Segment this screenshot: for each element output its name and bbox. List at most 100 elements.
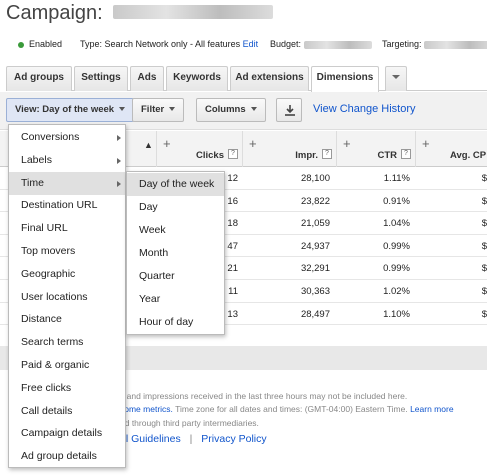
guidelines-link[interactable]: al Guidelines bbox=[120, 433, 181, 445]
cell-clicks: 12 bbox=[227, 173, 238, 184]
submenu-item-hour-of-day[interactable]: Hour of day bbox=[139, 316, 194, 328]
cell-avg-cpc: $ bbox=[481, 173, 487, 184]
menu-item-distance[interactable]: Distance bbox=[9, 308, 125, 331]
edit-type-link[interactable]: Edit bbox=[242, 39, 259, 49]
menu-item-labels[interactable]: Labels bbox=[9, 149, 125, 172]
menu-item-final-url[interactable]: Final URL bbox=[9, 217, 125, 240]
cell-ctr: 1.02% bbox=[383, 286, 410, 297]
help-icon[interactable]: ? bbox=[322, 149, 332, 159]
chevron-down-icon bbox=[119, 107, 126, 112]
link-separator: | bbox=[189, 433, 193, 445]
chevron-right-icon bbox=[117, 157, 121, 164]
some-metrics-link[interactable]: some metrics. bbox=[120, 404, 173, 414]
learn-more-link[interactable]: Learn more bbox=[410, 404, 454, 414]
cell-impressions: 24,937 bbox=[300, 240, 330, 252]
menu-item-search-terms[interactable]: Search terms bbox=[9, 331, 125, 354]
sort-up-icon[interactable]: ▲ bbox=[144, 140, 153, 150]
menu-item-label: Top movers bbox=[21, 245, 76, 257]
menu-item-label: Distance bbox=[21, 313, 62, 326]
cell-impressions: 28,100 bbox=[300, 173, 330, 184]
view-dropdown-button[interactable]: View: Day of the week bbox=[6, 98, 135, 122]
cell-impressions: 32,291 bbox=[300, 263, 330, 275]
tab-settings[interactable]: Settings bbox=[74, 66, 128, 91]
tab-ad-extensions[interactable]: Ad extensions bbox=[230, 66, 309, 91]
table-row: 11 30,363 1.02% $ bbox=[0, 280, 487, 303]
cell-avg-cpc: $ bbox=[481, 195, 487, 207]
cell-clicks: 13 bbox=[227, 308, 238, 320]
submenu-item-month[interactable]: Month bbox=[139, 247, 169, 259]
table-row: 18 21,059 1.04% $ bbox=[0, 212, 487, 235]
menu-item-call-details[interactable]: Call details bbox=[9, 400, 125, 423]
menu-item-conversions[interactable]: Conversions bbox=[9, 126, 125, 149]
privacy-policy-link[interactable]: Privacy Policy bbox=[201, 433, 267, 445]
chevron-down-icon bbox=[392, 75, 400, 80]
tab-ad-groups[interactable]: Ad groups bbox=[6, 66, 72, 91]
cell-clicks: 18 bbox=[227, 218, 238, 230]
help-icon[interactable]: ? bbox=[401, 149, 411, 159]
cell-ctr: 1.04% bbox=[383, 218, 410, 230]
help-icon[interactable]: ? bbox=[228, 149, 238, 159]
dimensions-toolbar: View: Day of the week Filter Columns Vie… bbox=[0, 92, 487, 130]
submenu-item-quarter[interactable]: Quarter bbox=[139, 270, 175, 282]
menu-item-free-clicks[interactable]: Free clicks bbox=[9, 377, 125, 400]
cell-avg-cpc: $ bbox=[481, 263, 487, 275]
submenu-item-week[interactable]: Week bbox=[139, 224, 166, 236]
cell-ctr: 1.11% bbox=[383, 173, 410, 184]
cell-avg-cpc: $ bbox=[481, 240, 487, 252]
redacted-budget bbox=[303, 40, 372, 49]
menu-item-campaign-details[interactable]: Campaign details bbox=[9, 422, 125, 445]
menu-item-label: Labels bbox=[21, 153, 52, 166]
tab-ads[interactable]: Ads bbox=[130, 66, 164, 91]
add-column-icon[interactable]: + bbox=[343, 136, 351, 151]
cell-ctr: 1.10% bbox=[383, 308, 410, 320]
campaign-type: Type: Search Network only - All features… bbox=[80, 39, 259, 49]
menu-item-label: User locations bbox=[21, 290, 88, 303]
menu-item-geographic[interactable]: Geographic bbox=[9, 263, 125, 286]
cell-ctr: 0.99% bbox=[383, 263, 410, 275]
chevron-down-icon bbox=[169, 107, 176, 112]
menu-item-paid-organic[interactable]: Paid & organic bbox=[9, 354, 125, 377]
download-report-button[interactable] bbox=[276, 98, 302, 122]
download-icon bbox=[285, 105, 295, 116]
column-header-clicks[interactable]: + Clicks ? bbox=[156, 131, 242, 167]
menu-item-label: Call details bbox=[21, 404, 73, 417]
redacted-targeting bbox=[424, 40, 487, 49]
view-change-history-link[interactable]: View Change History bbox=[313, 103, 416, 115]
submenu-item-day-of-the-week[interactable]: Day of the week bbox=[127, 173, 224, 196]
column-header-avg-cpc[interactable]: + Avg. CP bbox=[415, 131, 487, 167]
filter-dropdown-button[interactable]: Filter bbox=[132, 98, 185, 122]
targeting: Targeting: bbox=[382, 39, 487, 49]
cell-ctr: 0.99% bbox=[383, 240, 410, 252]
add-column-icon[interactable]: + bbox=[163, 136, 171, 151]
cell-impressions: 21,059 bbox=[300, 218, 330, 230]
menu-item-user-locations[interactable]: User locations bbox=[9, 286, 125, 309]
tab-bar: Ad groups Settings Ads Keywords Ad exten… bbox=[6, 66, 487, 92]
column-header-ctr[interactable]: + CTR ? bbox=[336, 131, 415, 167]
table-row: 13 28,497 1.10% $ bbox=[0, 303, 487, 326]
submenu-item-year[interactable]: Year bbox=[139, 293, 161, 305]
menu-item-top-movers[interactable]: Top movers bbox=[9, 240, 125, 263]
campaign-title-label: Campaign: bbox=[6, 2, 103, 24]
submenu-item-day[interactable]: Day bbox=[139, 201, 158, 213]
cell-avg-cpc: $ bbox=[481, 218, 487, 230]
tab-dimensions[interactable]: Dimensions bbox=[311, 66, 379, 92]
menu-item-ad-group-details[interactable]: Ad group details bbox=[9, 445, 125, 468]
column-header-impressions[interactable]: + Impr. ? bbox=[242, 131, 336, 167]
menu-item-label: Geographic bbox=[21, 267, 76, 280]
menu-item-label: Final URL bbox=[21, 222, 68, 235]
columns-dropdown-button[interactable]: Columns bbox=[196, 98, 266, 122]
cell-clicks: 47 bbox=[227, 240, 238, 252]
menu-item-destination-url[interactable]: Destination URL bbox=[9, 194, 125, 217]
cell-clicks: 21 bbox=[227, 263, 238, 275]
tab-keywords[interactable]: Keywords bbox=[166, 66, 228, 91]
chevron-down-icon bbox=[250, 107, 257, 112]
campaign-status-bar: Enabled Type: Search Network only - All … bbox=[18, 39, 487, 53]
more-tabs-button[interactable] bbox=[385, 66, 407, 91]
table-row: 16 23,822 0.91% $ bbox=[0, 190, 487, 213]
add-column-icon[interactable]: + bbox=[249, 136, 257, 151]
chevron-right-icon bbox=[117, 180, 121, 187]
cell-clicks: 16 bbox=[227, 195, 238, 207]
add-column-icon[interactable]: + bbox=[422, 136, 430, 151]
menu-item-time[interactable]: Time bbox=[9, 171, 125, 195]
menu-item-label: Conversions bbox=[21, 131, 80, 143]
